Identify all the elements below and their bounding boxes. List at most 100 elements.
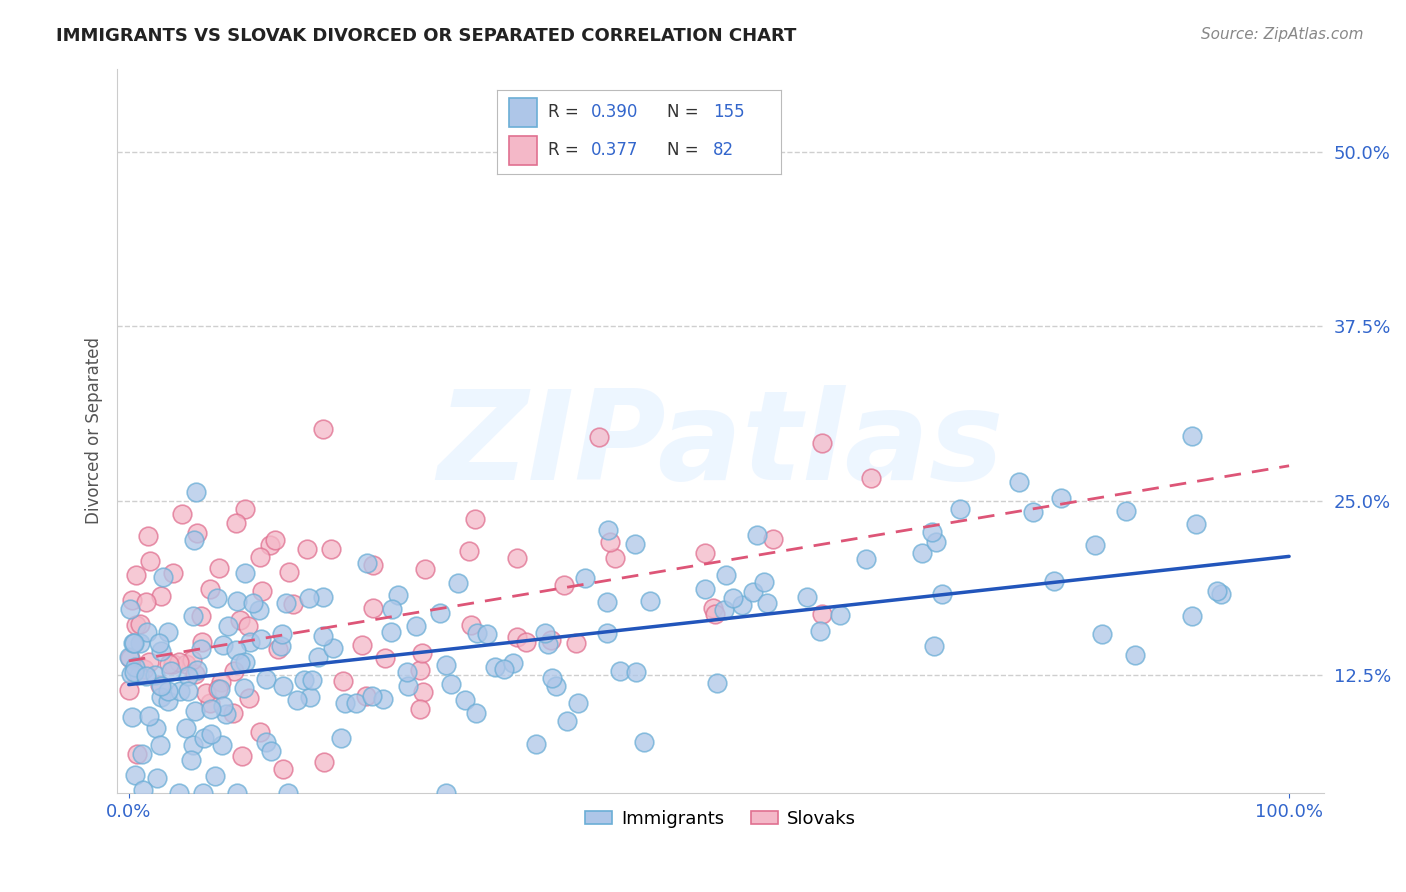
Point [271, 679, 294, 693]
Point [172, 507, 194, 521]
Point [157, 694, 180, 708]
Point [183, 704, 205, 718]
Point [138, 709, 160, 723]
Point [595, 626, 617, 640]
Point [599, 534, 621, 549]
Point [260, 744, 283, 758]
Point [374, 651, 396, 665]
Point [1115, 504, 1137, 518]
Point [1185, 517, 1208, 532]
Point [574, 571, 596, 585]
Point [381, 601, 404, 615]
Point [405, 619, 427, 633]
Point [1084, 538, 1107, 552]
Point [921, 525, 943, 540]
Point [716, 568, 738, 582]
Point [1007, 475, 1029, 490]
Point [135, 594, 157, 608]
Point [156, 625, 179, 640]
Point [217, 618, 239, 632]
Point [484, 660, 506, 674]
Point [129, 636, 152, 650]
Point [693, 582, 716, 597]
Point [152, 570, 174, 584]
Point [1209, 586, 1232, 600]
Point [555, 714, 578, 728]
Point [124, 660, 146, 674]
Point [387, 588, 409, 602]
Point [149, 738, 172, 752]
Point [249, 632, 271, 646]
Point [312, 755, 335, 769]
Point [277, 786, 299, 800]
Point [457, 543, 479, 558]
Point [931, 586, 953, 600]
Point [464, 512, 486, 526]
Point [174, 721, 197, 735]
Point [1043, 574, 1066, 588]
Point [295, 541, 318, 556]
Point [276, 596, 298, 610]
Point [200, 696, 222, 710]
Point [136, 625, 159, 640]
Point [1181, 608, 1204, 623]
Point [811, 607, 834, 621]
Point [475, 626, 498, 640]
Point [232, 681, 254, 696]
Point [190, 609, 212, 624]
Point [371, 692, 394, 706]
Point [200, 727, 222, 741]
Point [150, 644, 173, 658]
Point [118, 683, 141, 698]
Point [208, 681, 231, 696]
Point [502, 656, 524, 670]
Legend: Immigrants, Slovaks: Immigrants, Slovaks [578, 803, 863, 835]
Point [564, 635, 586, 649]
Point [1050, 491, 1073, 505]
Point [713, 603, 735, 617]
Point [321, 641, 343, 656]
Point [742, 584, 765, 599]
Point [149, 678, 172, 692]
Point [312, 422, 335, 436]
Point [278, 566, 301, 580]
Point [810, 436, 832, 450]
Point [434, 786, 457, 800]
Point [148, 636, 170, 650]
Text: Source: ZipAtlas.com: Source: ZipAtlas.com [1201, 27, 1364, 42]
Point [270, 626, 292, 640]
Point [267, 641, 290, 656]
Point [249, 549, 271, 564]
Point [285, 693, 308, 707]
Point [193, 731, 215, 746]
Point [181, 738, 204, 752]
Point [225, 594, 247, 608]
Point [706, 676, 728, 690]
Point [181, 608, 204, 623]
Point [434, 658, 457, 673]
Point [603, 550, 626, 565]
Point [132, 662, 155, 676]
Point [762, 532, 785, 546]
Point [540, 672, 562, 686]
Point [252, 583, 274, 598]
Point [233, 655, 256, 669]
Point [949, 502, 972, 516]
Point [212, 638, 235, 652]
Point [211, 738, 233, 752]
Point [596, 595, 619, 609]
Point [494, 662, 516, 676]
Point [239, 635, 262, 649]
Point [233, 566, 256, 580]
Point [415, 562, 437, 576]
Point [460, 617, 482, 632]
Point [184, 484, 207, 499]
Point [125, 747, 148, 762]
Point [167, 786, 190, 800]
Point [540, 632, 562, 647]
Text: ZIPatlas: ZIPatlas [437, 385, 1004, 506]
Point [298, 591, 321, 605]
Point [859, 471, 882, 485]
Point [321, 541, 343, 556]
Point [162, 566, 184, 581]
